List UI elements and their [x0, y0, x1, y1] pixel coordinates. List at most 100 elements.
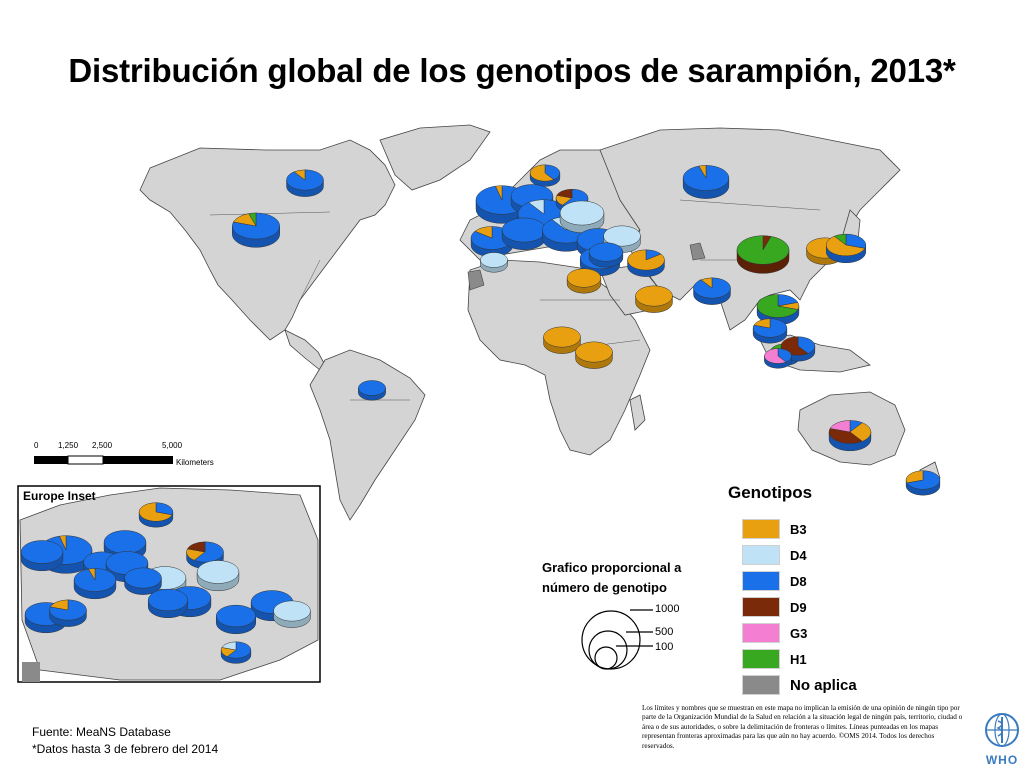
pie-japan	[825, 233, 867, 263]
disclaimer: Los límites y nombres que se muestran en…	[642, 704, 963, 750]
pie-slice-new-zealand-b3	[905, 470, 924, 484]
legend-swatch-b3	[742, 519, 780, 539]
pie-slice-inset-south-italy-d8	[215, 604, 257, 628]
proportional-value-100: 100	[655, 641, 674, 653]
pie-slice-inset-croatia-d8	[147, 588, 189, 612]
pie-brazil	[358, 380, 386, 401]
legend-item-d8: D8	[742, 568, 857, 594]
pie-slice-romania-d4	[559, 200, 605, 226]
pie-china	[736, 235, 790, 274]
pie-slice-australia-b3	[849, 422, 872, 442]
legend-swatch-h1	[742, 649, 780, 669]
pie-slice-inset-austria-d8	[124, 567, 162, 589]
legend-label-not-applicable: No aplica	[790, 676, 857, 694]
pie-inset-netherlands	[20, 540, 64, 572]
pie-yemen-oman	[635, 285, 673, 313]
pie-slice-inset-uk-b3	[59, 535, 67, 551]
asia	[599, 127, 901, 331]
south-america	[309, 349, 426, 521]
pie-slice-russia-b3	[698, 165, 707, 179]
pie-australia	[828, 420, 872, 452]
pie-slice-inset-norway-b3	[138, 502, 173, 522]
legend-label-g3: G3	[790, 625, 808, 641]
pie-slice-yemen-oman-b3	[635, 285, 673, 307]
legend-item-g3: G3	[742, 620, 857, 646]
proportional-value-500: 500	[655, 626, 674, 638]
pie-slice-inset-malta-d4	[221, 641, 237, 651]
pie-slice-thailand-b3	[753, 318, 771, 329]
pie-inset-croatia	[147, 588, 189, 618]
pie-thailand	[752, 318, 788, 344]
pie-sudan	[566, 268, 602, 294]
pie-slice-france-d8	[501, 217, 547, 243]
pie-inset-norway	[138, 502, 174, 528]
footer: Fuente: MeaNS Database *Datos hasta 3 de…	[32, 724, 218, 758]
pie-portugal-morocco	[480, 252, 508, 273]
pie-slice-iran-b3	[627, 249, 665, 271]
pie-slice-japan-h1	[833, 233, 847, 246]
pie-slice-inset-malta-d8	[226, 641, 252, 659]
pie-slice-usa-h1	[248, 212, 257, 227]
pie-slice-vietnam-laos-h1	[756, 294, 799, 318]
pie-slice-inset-romania-d4	[196, 560, 240, 584]
pie-slice-germany-d4	[528, 199, 545, 215]
pie-romania	[559, 200, 605, 233]
pie-slice-inset-poland-d9	[187, 541, 206, 553]
proportional-value-1000: 1000	[655, 603, 680, 615]
pie-slice-norway-b3	[529, 164, 555, 182]
scale-bar-labels: 0 1,250 2,500 5,000	[30, 441, 230, 453]
who-emblem-icon	[985, 713, 1019, 747]
source-note: Fuente: MeaNS Database	[32, 725, 171, 739]
pie-usa	[232, 212, 280, 248]
date-note: *Datos hasta 3 de febrero del 2014	[32, 742, 219, 756]
not-applicable-areas	[467, 242, 706, 291]
pie-slice-singapore-d8	[777, 348, 792, 363]
legend-label-d8: D8	[790, 573, 807, 589]
legend-label-h1: H1	[790, 651, 807, 667]
pie-nigeria	[543, 326, 581, 354]
pie-slice-indonesia-d8	[797, 336, 816, 354]
legend-item-not-applicable: No aplica	[742, 672, 857, 698]
pie-inset-spain-e	[49, 599, 87, 627]
who-logo: WHO	[980, 712, 1024, 768]
legend-swatch-d9	[742, 597, 780, 617]
pie-norway	[529, 164, 561, 187]
pie-slice-inset-netherlands-d8	[20, 540, 64, 564]
legend-item-d9: D9	[742, 594, 857, 620]
legend-label-d4: D4	[790, 547, 807, 563]
pie-slice-india-b3	[700, 277, 713, 289]
scale-unit: Kilometers	[176, 458, 214, 467]
legend-label-b3: B3	[790, 521, 807, 537]
pie-slice-usa-d8	[232, 212, 280, 240]
legend-label-d9: D9	[790, 599, 807, 615]
madagascar	[629, 394, 646, 431]
legend-item-h1: H1	[742, 646, 857, 672]
pie-slice-inset-spain-e-b3	[50, 599, 69, 611]
pie-slice-japan-b3	[825, 235, 866, 257]
central-america	[284, 329, 326, 371]
pie-slice-brazil-d8	[358, 380, 386, 396]
scale-label-1250: 1,250	[58, 441, 79, 450]
pie-slice-spain-b3	[474, 226, 493, 239]
pie-slice-central-africa-b3	[575, 341, 613, 363]
pie-central-africa	[575, 341, 613, 369]
pie-slice-inset-poland-d8	[193, 541, 224, 563]
legend-swatch-d4	[742, 545, 780, 565]
pie-inset-romania	[196, 560, 240, 592]
pie-slice-china-h1	[736, 235, 790, 265]
pie-slice-united-kingdom-b3	[495, 185, 503, 201]
pie-france	[501, 217, 547, 250]
pie-canada	[286, 169, 324, 197]
pie-slice-poland-d9	[556, 188, 573, 199]
legend-swatch-d8	[742, 571, 780, 591]
pie-slice-inset-germany-d8	[103, 530, 147, 554]
pie-inset-malta	[220, 641, 252, 664]
pie-slice-sudan-b3	[566, 268, 602, 288]
legend-title: Genotipos	[728, 483, 813, 502]
pie-singapore	[764, 348, 792, 369]
greenland	[379, 124, 491, 191]
scale-label-2500: 2,500	[92, 441, 113, 450]
pie-inset-greece	[273, 600, 311, 628]
pie-new-zealand	[905, 470, 941, 496]
